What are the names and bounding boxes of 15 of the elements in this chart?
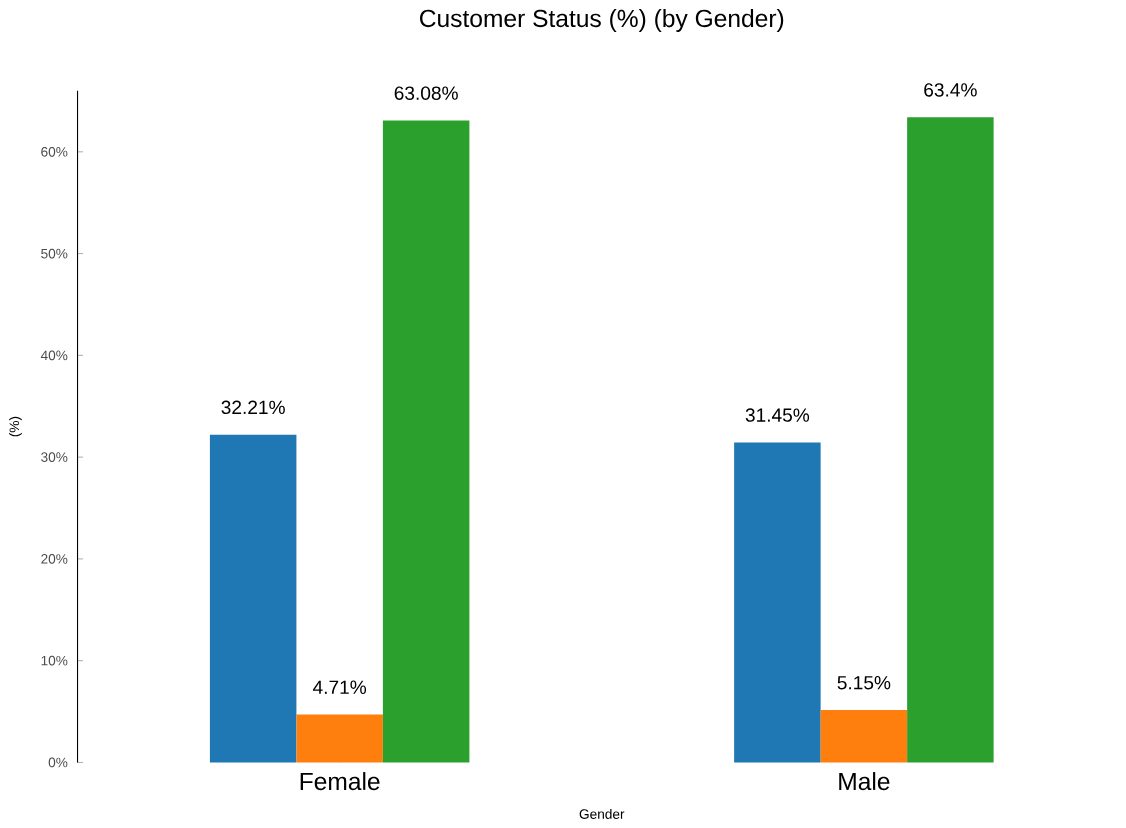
data-label: 63.08% xyxy=(394,86,458,100)
bar xyxy=(734,442,821,763)
bar xyxy=(907,117,994,763)
bar xyxy=(820,710,908,763)
data-label: 63.4% xyxy=(924,83,977,97)
data-label: 31.45% xyxy=(745,408,810,422)
x-tick-label: Female xyxy=(300,772,380,791)
x-tick-label: Male xyxy=(839,772,890,791)
chart-title: Customer Status (%) (by Gender) xyxy=(420,9,784,32)
bar xyxy=(296,714,383,763)
bar xyxy=(209,434,297,763)
data-label: 32.21% xyxy=(221,400,285,415)
bar xyxy=(382,120,470,763)
data-label: 5.15% xyxy=(837,676,891,690)
data-label: 4.71% xyxy=(312,680,367,694)
